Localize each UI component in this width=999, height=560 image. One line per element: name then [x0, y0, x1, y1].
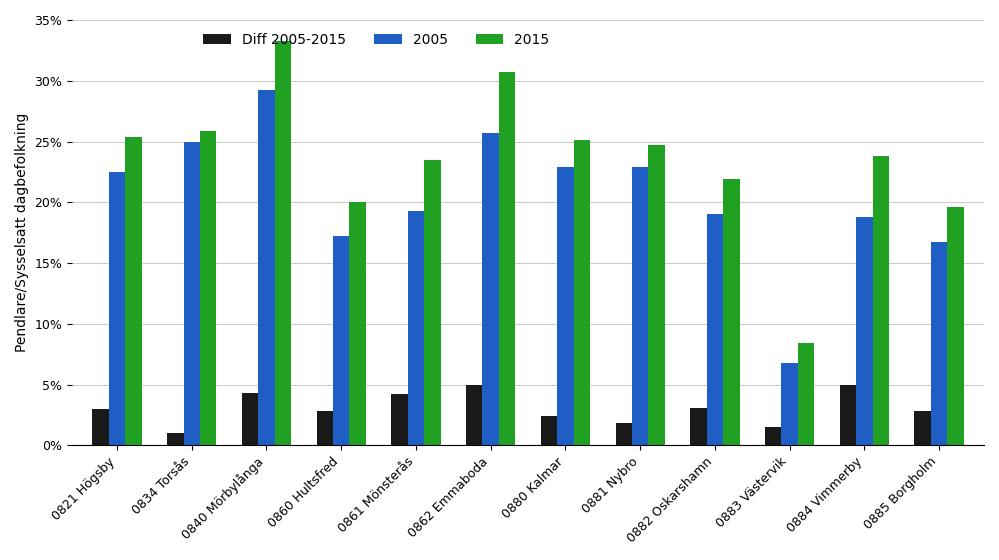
Bar [467, 385, 483, 445]
Bar [690, 408, 706, 445]
Bar [798, 343, 814, 445]
Bar [184, 142, 200, 445]
Bar [947, 207, 964, 445]
Bar [856, 217, 873, 445]
Bar [167, 433, 184, 445]
Bar [499, 72, 515, 445]
Bar [765, 427, 781, 445]
Legend: Diff 2005-2015, 2005, 2015: Diff 2005-2015, 2005, 2015 [198, 27, 555, 52]
Bar [931, 242, 947, 445]
Bar [840, 385, 856, 445]
Bar [914, 411, 931, 445]
Bar [706, 214, 723, 445]
Bar [632, 167, 648, 445]
Bar [557, 167, 573, 445]
Bar [109, 172, 125, 445]
Bar [648, 145, 665, 445]
Bar [781, 363, 798, 445]
Bar [408, 211, 425, 445]
Bar [873, 156, 889, 445]
Bar [200, 130, 217, 445]
Bar [723, 179, 739, 445]
Bar [242, 393, 259, 445]
Bar [350, 202, 366, 445]
Bar [425, 160, 441, 445]
Bar [483, 133, 499, 445]
Bar [392, 394, 408, 445]
Bar [259, 91, 275, 445]
Bar [317, 411, 333, 445]
Bar [333, 236, 350, 445]
Bar [615, 423, 632, 445]
Bar [540, 416, 557, 445]
Bar [125, 137, 142, 445]
Bar [92, 409, 109, 445]
Bar [275, 41, 291, 445]
Bar [573, 141, 590, 445]
Y-axis label: Pendlare/Sysselsatt dagbefolkning: Pendlare/Sysselsatt dagbefolkning [15, 113, 29, 352]
